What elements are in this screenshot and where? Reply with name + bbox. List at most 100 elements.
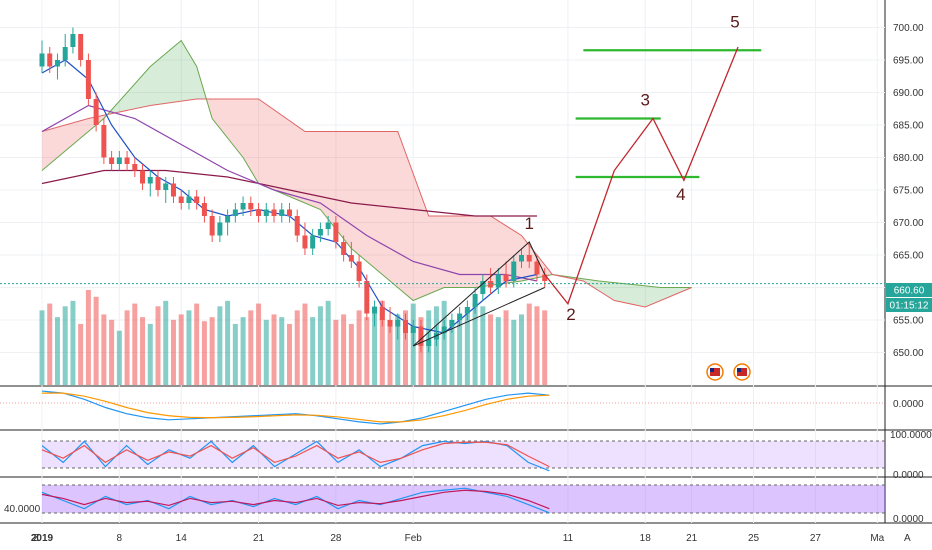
volume-bar [209,317,215,385]
candle [54,53,60,80]
candle [109,151,115,171]
candle-body [225,216,231,223]
price-tick-label: 675.00 [893,186,924,197]
macd-pane: 0.0000 [0,390,924,425]
macd-line [41,390,550,425]
candle-body [271,209,277,216]
candle-body [495,274,501,288]
volume-bar [542,310,548,385]
cloud-bearish [208,99,553,301]
event-icons[interactable] [706,363,751,381]
volume-bar [534,306,540,385]
price-tick-label: 665.00 [893,251,924,262]
ma_long-line [41,169,537,217]
volume-bar [472,303,478,385]
volume-bar [379,300,385,385]
candle-body [519,255,525,262]
candle [286,203,292,223]
volume-bar [186,310,192,385]
timezone-button[interactable]: Z [33,533,39,544]
volume-bar [232,323,238,385]
flag-icon [733,363,751,381]
volume-bar [62,306,68,385]
stoch1-k-line [41,440,550,472]
candle [271,203,277,223]
candle-body [418,326,424,346]
candle-body [109,157,115,164]
last-price-badge [886,283,932,297]
macd-signal-line [42,392,550,423]
volume-bar [310,317,316,385]
candle-body [140,170,146,184]
volume-bars [39,290,548,385]
volume-bar [325,300,331,385]
volume-bar [263,319,269,385]
candle-body [395,320,401,327]
wave-labels: 1 2 3 4 5 [525,13,740,325]
candle-body [534,261,540,275]
candle [209,209,215,242]
price-tick-label: 670.00 [893,218,924,229]
candle-body [70,34,76,47]
time-tick-label: 14 [176,533,188,544]
candle-body [348,255,354,262]
volume-bar [39,310,45,385]
volume-bar [54,317,60,385]
candle-body [78,34,84,60]
candle [418,320,424,353]
price-tick-label: 655.00 [893,316,924,327]
candle [488,268,494,294]
candle [519,248,525,268]
candle-body [402,320,408,333]
candle [495,268,501,294]
volume-bar [333,319,339,385]
candle-body [194,196,200,203]
candle [186,190,192,210]
auto-scale-button[interactable]: A [904,533,911,544]
candle [426,333,432,353]
candle [178,190,184,210]
candle-body [325,222,331,229]
volume-bar [78,323,84,385]
time-tick-label: 21 [253,533,265,544]
volume-bar [348,323,354,385]
candle-body [240,203,246,210]
candle-body [93,99,99,125]
candle-body [302,235,308,249]
volume-bar [279,317,285,385]
candle [279,203,285,223]
time-tick-label: 18 [640,533,652,544]
volume-bar [256,303,262,385]
volume-bar [163,300,169,385]
candle [101,118,107,164]
candle [449,313,455,333]
elliott-projection [544,46,739,306]
volume-bar [47,303,53,385]
candle [441,320,447,340]
volume-bar [240,317,246,385]
volume-bar [271,314,277,385]
time-axis[interactable]: 2019 8 14 21 28 Feb 11 18 21 25 27 Ma [31,533,885,544]
countdown-label: 01:15:12 [890,301,929,312]
volume-bar [93,296,99,385]
candle [472,287,478,314]
stoch2-k-line [41,487,550,514]
candle [325,216,331,236]
candle [232,203,238,223]
volume-bar [526,303,532,385]
candle [511,255,517,288]
candle-body [457,313,463,320]
flag-icon-stripes [710,368,720,376]
volume-bar [387,319,393,385]
candle-body [317,229,323,236]
candle-body [124,157,130,164]
candle [402,313,408,340]
candle [542,268,548,288]
candle [410,320,416,346]
volume-bar [201,321,207,385]
volume-bar [225,300,231,385]
volume-bar [109,319,115,385]
volume-bar [519,314,525,385]
candle-body [248,203,254,210]
candle-body [116,157,122,164]
